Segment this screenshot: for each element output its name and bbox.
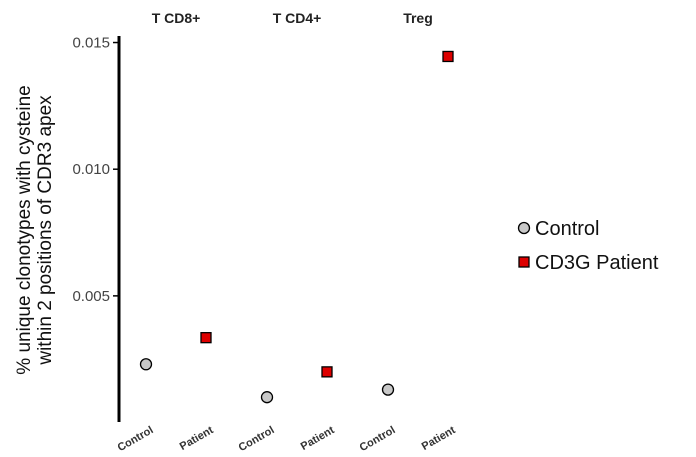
x-tick-label: Patient: [178, 424, 216, 453]
facet-title: T CD4+: [273, 10, 322, 26]
legend-marker-control: [517, 221, 531, 235]
x-tick-label: Control: [237, 424, 277, 454]
y-tick-label: 0.005: [72, 288, 110, 305]
legend: Control CD3G Patient: [517, 218, 659, 274]
point-patient: [442, 50, 454, 63]
x-axis-tick-labels: Control Patient Control Patient Control Patie…: [116, 424, 458, 454]
y-axis-title-line-2: within 2 positions of CDR3 apex: [35, 95, 56, 366]
y-axis-title: % unique clonotypes with cysteine within…: [14, 85, 56, 374]
y-axis-title-line-1: % unique clonotypes with cysteine: [14, 85, 35, 374]
legend-label: Control: [535, 218, 599, 240]
point-patient: [321, 366, 333, 378]
point-patient: [200, 332, 212, 344]
facet-titles: T CD8+ T CD4+ Treg: [152, 10, 433, 26]
point-control: [260, 391, 274, 404]
x-tick-label: Control: [116, 424, 156, 454]
data-points: [139, 50, 454, 404]
x-tick-label: Patient: [420, 424, 458, 453]
x-tick-label: Patient: [299, 424, 337, 453]
y-tick-label: 0.010: [72, 161, 110, 178]
y-tick-label: 0.015: [72, 35, 110, 52]
point-control: [139, 358, 153, 371]
legend-marker-patient: [518, 256, 530, 268]
x-tick-label: Control: [358, 424, 398, 454]
facet-title: Treg: [403, 10, 433, 26]
y-axis-ticks: 0.005 0.010 0.015: [72, 35, 118, 305]
facet-title: T CD8+: [152, 10, 201, 26]
legend-label: CD3G Patient: [535, 252, 659, 274]
point-control: [381, 383, 395, 396]
